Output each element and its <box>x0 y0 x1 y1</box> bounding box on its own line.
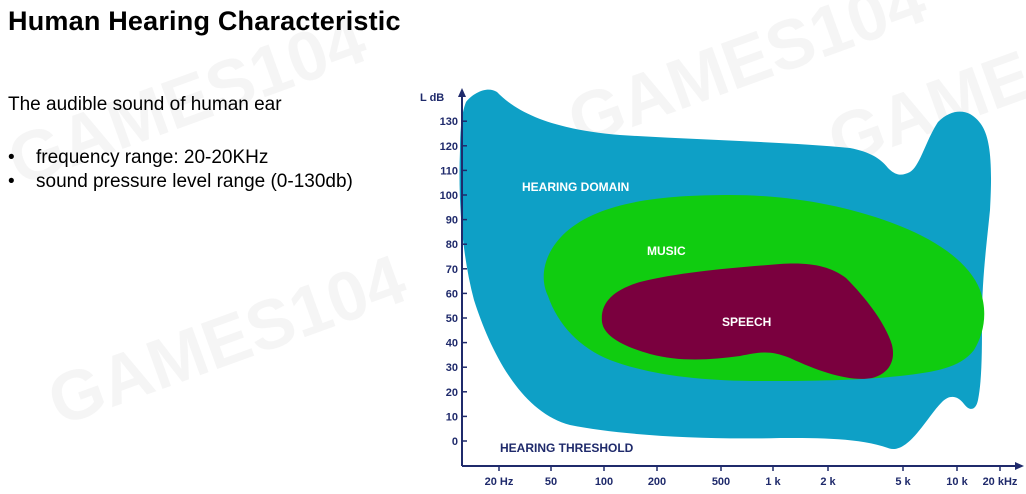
x-tick-label: 50 <box>545 476 557 488</box>
y-tick-label: 70 <box>446 264 458 276</box>
x-tick-label: 500 <box>712 476 730 488</box>
bullet-text: frequency range: 20-20KHz <box>36 147 269 168</box>
bullet-text: sound pressure level range (0-130db) <box>36 171 353 192</box>
x-tick-label: 20 kHz <box>983 476 1018 488</box>
y-axis-arrow <box>458 88 466 97</box>
x-tick-label: 2 k <box>820 476 836 488</box>
y-tick-label: 20 <box>446 387 458 399</box>
slide-title: Human Hearing Characteristic <box>8 6 401 36</box>
hearing-domain-label: HEARING DOMAIN <box>522 180 629 194</box>
y-tick-label: 50 <box>446 313 458 325</box>
y-tick-label: 120 <box>440 141 458 153</box>
y-tick-label: 100 <box>440 190 458 202</box>
y-tick-label: 110 <box>440 165 458 177</box>
speech-region <box>601 263 894 379</box>
x-tick-label: 100 <box>595 476 613 488</box>
bullet-list: • frequency range: 20-20KHz • sound pressu… <box>8 146 353 194</box>
bullet-item: • frequency range: 20-20KHz <box>8 146 353 170</box>
y-ticks: 0 10 20 30 40 50 60 70 80 90 100 110 120 130 <box>440 116 467 448</box>
hearing-threshold-label: HEARING THRESHOLD <box>500 441 634 455</box>
y-tick-label: 60 <box>446 288 458 300</box>
bullet-marker: • <box>8 171 15 192</box>
x-tick-label: 20 Hz <box>485 476 514 488</box>
speech-label: SPEECH <box>722 315 771 329</box>
bullet-item: • sound pressure level range (0-130db) <box>8 170 353 194</box>
bullet-marker: • <box>8 147 15 168</box>
y-tick-label: 130 <box>440 116 458 128</box>
x-tick-label: 1 k <box>765 476 781 488</box>
y-axis-label: L dB <box>420 92 444 104</box>
y-tick-label: 0 <box>452 436 458 448</box>
x-tick-label: 5 k <box>895 476 911 488</box>
intro-text: The audible sound of human ear <box>8 94 282 115</box>
x-tick-label: 200 <box>648 476 666 488</box>
x-axis-arrow <box>1015 462 1024 470</box>
x-tick-label: 10 k <box>946 476 968 488</box>
x-ticks: 20 Hz 50 100 200 500 1 k 2 k 5 k 10 k 20 kHz <box>485 466 1018 488</box>
music-label: MUSIC <box>647 244 686 258</box>
y-tick-label: 80 <box>446 239 458 251</box>
y-tick-label: 30 <box>446 362 458 374</box>
y-tick-label: 10 <box>446 411 458 423</box>
y-tick-label: 40 <box>446 338 458 350</box>
y-tick-label: 90 <box>446 215 458 227</box>
